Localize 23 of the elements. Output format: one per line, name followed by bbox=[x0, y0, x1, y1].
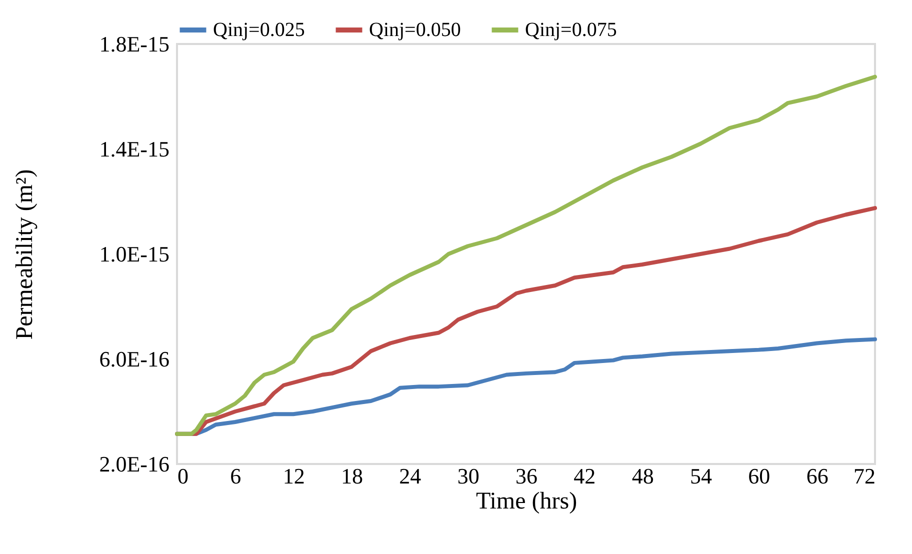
x-tick-label: 60 bbox=[748, 464, 770, 488]
x-tick-label: 18 bbox=[341, 464, 363, 488]
x-tick-label: 6 bbox=[230, 464, 242, 488]
y-tick-label: 1.8E-15 bbox=[99, 32, 170, 56]
x-tick-label: 12 bbox=[282, 464, 305, 488]
y-tick-label: 2.0E-16 bbox=[99, 452, 170, 476]
y-tick-label: 1.4E-15 bbox=[99, 136, 170, 162]
x-axis-title: Time (hrs) bbox=[476, 488, 578, 514]
y-tick-label: 1.0E-15 bbox=[99, 242, 170, 266]
x-tick-label: 0 bbox=[178, 464, 188, 488]
x-tick-label: 54 bbox=[690, 464, 712, 488]
legend-label: Qinj=0.025 bbox=[213, 19, 305, 41]
legend-label: Qinj=0.075 bbox=[525, 19, 617, 41]
x-tick-label: 30 bbox=[457, 464, 480, 488]
x-tick-label: 24 bbox=[399, 464, 422, 488]
legend-label: Qinj=0.050 bbox=[369, 19, 461, 41]
y-axis-title: Permeability (m²) bbox=[12, 169, 38, 340]
x-tick-label: 66 bbox=[806, 464, 828, 488]
x-tick-label: 48 bbox=[632, 464, 654, 488]
y-tick-label: 6.0E-16 bbox=[99, 346, 170, 372]
x-tick-label: 36 bbox=[516, 464, 538, 488]
x-tick-label: 72 bbox=[854, 464, 876, 488]
x-tick-label: 42 bbox=[574, 464, 596, 488]
